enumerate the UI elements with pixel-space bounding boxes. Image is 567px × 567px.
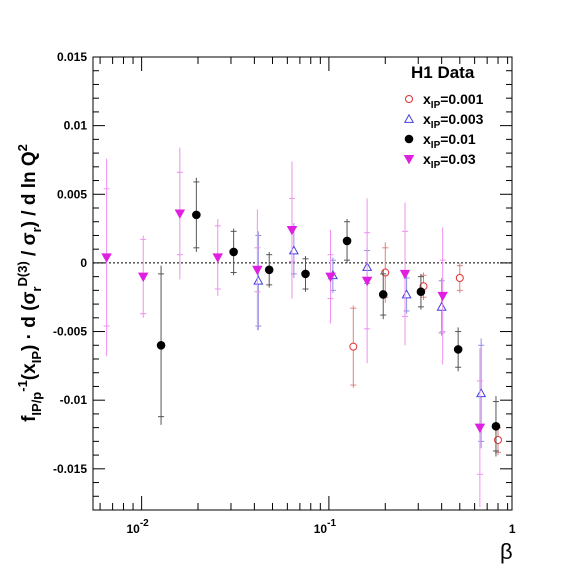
data-point — [156, 340, 166, 350]
data-point — [212, 253, 224, 263]
data-point — [378, 290, 388, 299]
data-point — [264, 265, 274, 275]
y-tick-label: 0.015 — [57, 50, 87, 64]
series-x_IP=0.001 — [349, 242, 503, 456]
legend-marker — [405, 95, 413, 103]
data-point — [401, 289, 412, 299]
data-point — [174, 209, 186, 219]
series-x_IP=0.03 — [101, 147, 486, 508]
y-tick-label: 0.005 — [57, 187, 87, 201]
x-axis-label: β — [500, 539, 513, 564]
data-point — [491, 421, 501, 431]
data-point — [455, 274, 464, 283]
data-point — [437, 291, 448, 302]
svg-text:fIP/p-1(xIP) · d (σrD(3) / σr): fIP/p-1(xIP) · d (σrD(3) / σr) / d ln Q2 — [15, 144, 44, 422]
series-x_IP=0.003 — [253, 223, 487, 449]
data-point — [349, 342, 358, 351]
data-point — [342, 236, 352, 246]
x-tick-label: 10-1 — [314, 518, 337, 536]
data-point — [288, 245, 299, 255]
y-tick-label: 0.01 — [64, 119, 88, 133]
data-point — [301, 269, 310, 279]
y-tick-label: 0 — [80, 256, 87, 270]
x-tick-label: 1 — [509, 522, 516, 536]
data-point — [474, 423, 486, 434]
data-layer — [101, 147, 503, 508]
x-tick-label: 10-2 — [126, 518, 149, 536]
data-point — [361, 276, 373, 287]
data-point — [229, 247, 238, 257]
data-point — [101, 253, 112, 263]
legend-label: xIP=0.01 — [423, 131, 476, 151]
plot-frame — [92, 56, 513, 511]
legend-marker — [404, 134, 414, 144]
legend-label: xIP=0.03 — [423, 151, 476, 171]
y-tick-label: -0.015 — [53, 462, 87, 476]
axes-layer: -0.015 -0.01 -0.005 0 0.005 0.01 0.015 10-2 10-1… — [53, 50, 516, 536]
data-point — [476, 388, 487, 398]
data-point — [286, 225, 298, 236]
legend-label: xIP=0.003 — [423, 111, 484, 131]
y-axis-label: fIP/p-1(xIP) · d (σrD(3) / σr) / d ln Q2 — [15, 144, 44, 422]
legend-marker — [403, 154, 415, 165]
chart-title: H1 Data — [411, 63, 475, 82]
data-point — [192, 210, 201, 220]
data-point — [253, 275, 264, 285]
data-point — [137, 272, 149, 283]
series-x_IP=0.01 — [156, 177, 501, 457]
data-point — [325, 272, 336, 283]
y-tick-label: -0.005 — [53, 325, 87, 339]
data-point — [399, 269, 411, 280]
data-point — [453, 345, 463, 354]
data-point — [436, 301, 447, 311]
data-point — [252, 265, 263, 276]
legend-label: xIP=0.001 — [423, 91, 484, 111]
y-tick-label: -0.01 — [60, 393, 88, 407]
legend-marker — [403, 113, 415, 123]
data-point — [416, 287, 426, 297]
